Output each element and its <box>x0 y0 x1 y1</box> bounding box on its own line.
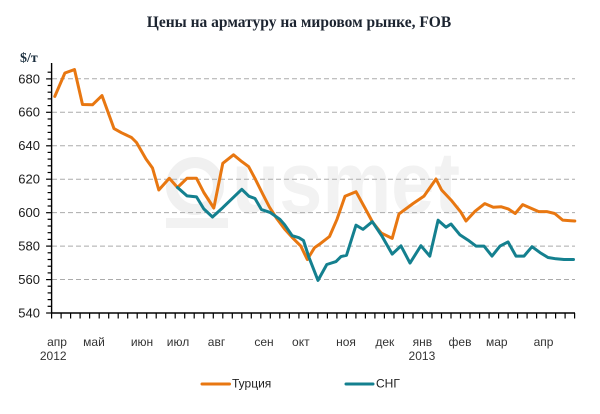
svg-text:540: 540 <box>18 306 40 321</box>
svg-text:окт: окт <box>292 335 310 349</box>
svg-text:авг: авг <box>208 335 226 349</box>
svg-text:дек: дек <box>375 335 395 349</box>
svg-text:СНГ: СНГ <box>376 377 400 391</box>
svg-text:Турция: Турция <box>232 377 271 391</box>
svg-text:620: 620 <box>18 172 40 187</box>
svg-text:апр: апр <box>47 335 67 349</box>
svg-text:600: 600 <box>18 205 40 220</box>
svg-text:580: 580 <box>18 239 40 254</box>
svg-text:560: 560 <box>18 272 40 287</box>
svg-text:янв: янв <box>413 335 433 349</box>
svg-text:июн: июн <box>131 335 153 349</box>
svg-text:фев: фев <box>449 335 472 349</box>
svg-text:май: май <box>83 335 105 349</box>
svg-text:660: 660 <box>18 105 40 120</box>
svg-text:апр: апр <box>534 335 554 349</box>
svg-text:2013: 2013 <box>409 349 436 363</box>
svg-text:usmet: usmet <box>232 133 460 232</box>
svg-text:ноя: ноя <box>336 335 356 349</box>
svg-text:июл: июл <box>167 335 189 349</box>
svg-text:2012: 2012 <box>40 349 67 363</box>
svg-text:мар: мар <box>486 335 508 349</box>
svg-text:Цены на арматуру на мировом ры: Цены на арматуру на мировом рынке, FOB <box>147 14 451 31</box>
svg-text:680: 680 <box>18 71 40 86</box>
svg-text:$/т: $/т <box>20 51 38 66</box>
svg-text:сен: сен <box>254 335 273 349</box>
svg-text:640: 640 <box>18 138 40 153</box>
